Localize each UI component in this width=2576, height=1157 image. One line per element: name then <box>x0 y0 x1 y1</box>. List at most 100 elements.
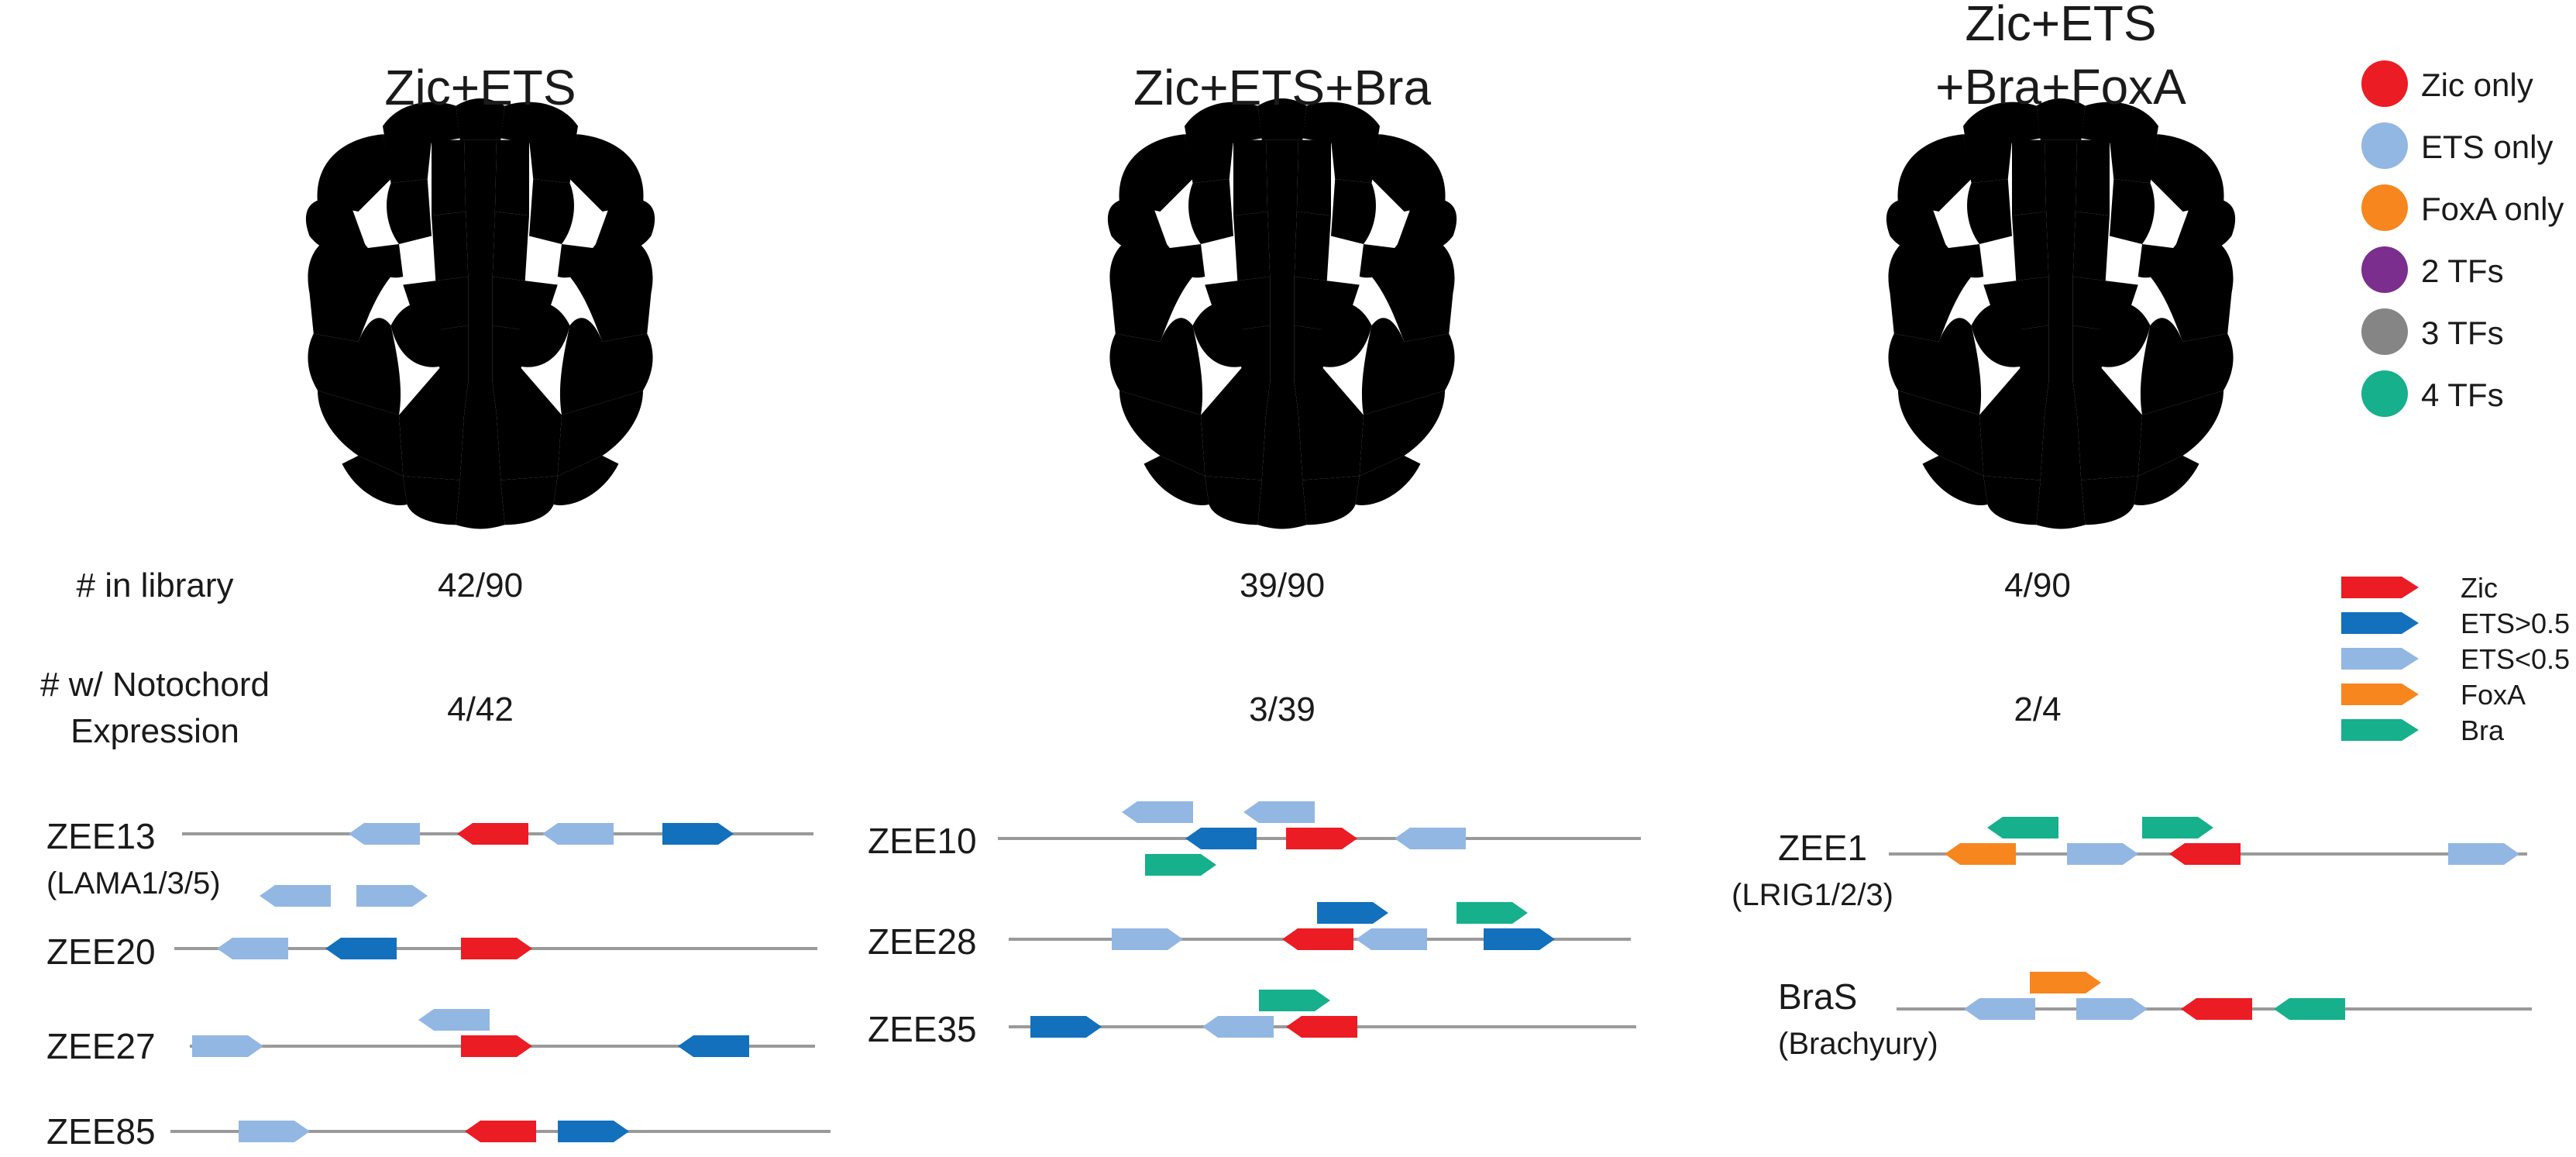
enhancer-ZEE35: ZEE35 <box>868 990 1636 1049</box>
binding-site-ets_light <box>418 1009 490 1031</box>
binding-site-zic <box>1286 1016 1357 1038</box>
enhancer-ZEE28: ZEE28 <box>868 902 1631 962</box>
binding-site-ets_light <box>542 823 614 845</box>
binding-site-zic <box>2169 843 2241 865</box>
enhancer-name: BraS <box>1778 976 1857 1017</box>
enhancer-name: ZEE28 <box>868 921 977 962</box>
binding-site-four_tf <box>1457 902 1528 924</box>
enhancer-ZEE13: ZEE13 (LAMA1/3/5) <box>46 816 813 900</box>
row-label-library: # in library <box>77 566 234 604</box>
binding-site-ets_dark <box>1317 902 1388 924</box>
legend-swatch-zic <box>2361 60 2408 107</box>
panel-title-2-line-1: Zic+ETS+Bra <box>1133 60 1432 115</box>
embryo-diagram-1 <box>305 98 655 529</box>
binding-site-ets_dark <box>1030 1016 1102 1038</box>
binding-site-foxa <box>2030 972 2101 993</box>
binding-site-four_tf <box>1259 990 1330 1011</box>
binding-site-four_tf <box>2142 817 2213 838</box>
enhancer-subtitle: (LAMA1/3/5) <box>46 866 221 900</box>
legend-label-2: ETS only <box>2421 129 2553 165</box>
enhancer-ZEE20: ZEE20 <box>46 885 817 972</box>
site-legend-label-4: FoxA <box>2461 679 2526 711</box>
library-count-2: 39/90 <box>1240 566 1325 604</box>
legend-label-3: FoxA only <box>2421 191 2564 227</box>
legend-label-4: 2 TFs <box>2421 253 2504 289</box>
binding-site-ets_light <box>217 938 288 959</box>
legend-swatch-foxa <box>2361 184 2408 231</box>
binding-site-ets_dark <box>662 823 734 845</box>
enhancer-ZEE85: ZEE85 <box>46 1111 831 1152</box>
binding-site-ets_light <box>1202 1016 1274 1038</box>
binding-site-four_tf <box>1145 854 1216 876</box>
legend-swatch-four_tf <box>2361 370 2408 417</box>
binding-site-four_tf <box>2274 998 2345 1020</box>
binding-site-ets_light <box>192 1035 263 1057</box>
binding-site-four_tf <box>1987 817 2058 838</box>
binding-site-zic <box>457 823 528 845</box>
enhancer-subtitle: (LRIG1/2/3) <box>1732 878 1893 912</box>
binding-site-ets_dark <box>558 1121 629 1142</box>
binding-site-ets_light <box>1964 998 2035 1020</box>
legend-label-5: 3 TFs <box>2421 315 2504 351</box>
enhancer-BraS: BraS (Brachyury) <box>1778 972 2532 1061</box>
embryo-diagram-3 <box>1886 98 2236 529</box>
enhancer-subtitle: (Brachyury) <box>1778 1027 1938 1061</box>
binding-site-ets_dark <box>678 1035 749 1057</box>
legend-label-1: Zic only <box>2421 67 2533 103</box>
site-legend-arrow-5 <box>2341 719 2419 741</box>
site-legend-arrow-2 <box>2341 612 2419 634</box>
binding-site-ets_light <box>1356 928 1427 950</box>
binding-site-zic <box>1286 828 1357 849</box>
library-count-1: 42/90 <box>438 566 523 604</box>
row-label-notochord-line-1: # w/ Notochord <box>40 666 270 704</box>
enhancer-ZEE1: ZEE1 (LRIG1/2/3) <box>1732 817 2527 912</box>
binding-site-zic <box>1282 928 1353 950</box>
binding-site-ets_light <box>356 885 428 907</box>
enhancer-ZEE10: ZEE10 <box>868 801 1641 876</box>
binding-site-zic <box>461 938 532 959</box>
row-label-notochord-line-2: Expression <box>71 712 239 750</box>
binding-site-ets_light <box>2067 843 2138 865</box>
binding-site-ets_light <box>2076 998 2148 1020</box>
enhancer-ZEE27: ZEE27 <box>46 1009 815 1066</box>
notochord-count-2: 3/39 <box>1249 690 1316 728</box>
binding-site-ets_dark <box>1484 928 1555 950</box>
binding-site-ets_dark <box>1185 828 1257 849</box>
enhancer-name: ZEE35 <box>868 1009 977 1049</box>
legend-label-6: 4 TFs <box>2421 377 2504 413</box>
legend-swatch-three_tf <box>2361 308 2408 355</box>
enhancer-name: ZEE1 <box>1778 828 1867 868</box>
site-legend-label-1: Zic <box>2461 572 2498 604</box>
panel-title-3-line-1: Zic+ETS <box>1965 0 2156 51</box>
legend-swatch-ets_light <box>2361 122 2408 169</box>
site-legend-arrow-3 <box>2341 648 2419 670</box>
legend-swatch-two_tf <box>2361 246 2408 293</box>
enhancer-name: ZEE27 <box>46 1026 156 1066</box>
embryo-diagram-2 <box>1107 98 1457 529</box>
site-legend-label-3: ETS<0.5 <box>2461 643 2570 675</box>
site-legend-label-5: Bra <box>2461 715 2505 746</box>
binding-site-zic <box>465 1121 536 1142</box>
binding-site-zic <box>2181 998 2252 1020</box>
binding-site-ets_light <box>349 823 420 845</box>
binding-site-ets_light <box>239 1121 310 1142</box>
enhancer-name: ZEE10 <box>868 821 977 861</box>
site-legend-label-2: ETS>0.5 <box>2461 608 2570 639</box>
site-legend-arrow-1 <box>2341 577 2419 598</box>
binding-site-ets_light <box>2448 843 2519 865</box>
enhancer-name: ZEE13 <box>46 816 156 856</box>
site-legend-arrow-4 <box>2341 684 2419 705</box>
binding-site-ets_light <box>1243 801 1315 823</box>
panel-title-1-line-1: Zic+ETS <box>384 60 576 115</box>
panel-title-3-line-2: +Bra+FoxA <box>1935 59 2186 115</box>
notochord-count-3: 2/4 <box>2014 690 2061 728</box>
enhancer-name: ZEE20 <box>46 931 156 972</box>
binding-site-ets_dark <box>325 938 397 959</box>
binding-site-foxa <box>1945 843 2016 865</box>
binding-site-ets_light <box>260 885 331 907</box>
notochord-count-1: 4/42 <box>447 690 514 728</box>
binding-site-ets_light <box>1395 828 1466 849</box>
binding-site-zic <box>461 1035 532 1057</box>
binding-site-ets_light <box>1122 801 1193 823</box>
